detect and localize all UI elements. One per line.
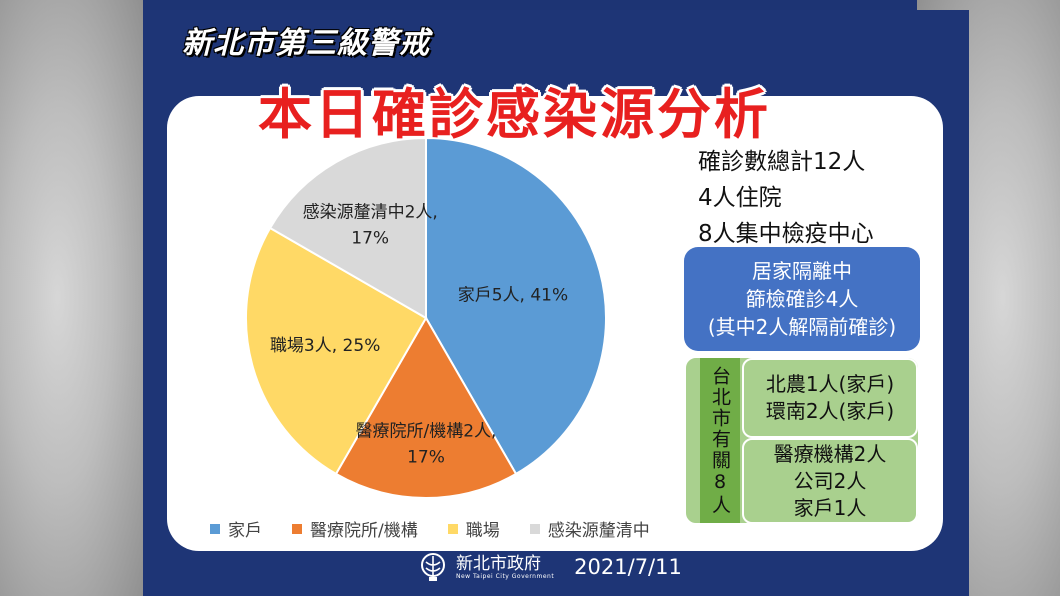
pie-slice-medical-label-line2: 17% [407, 447, 445, 467]
legend-swatch-workplace [447, 523, 458, 534]
legend-item-workplace: 職場 [447, 516, 500, 541]
report-date: 2021/7/11 [574, 555, 682, 579]
pie-slice-workplace [245, 226, 428, 476]
legend-swatch-unknown [529, 523, 540, 534]
total-cases-text: 確診數總計12人 [698, 149, 866, 175]
pie-slice-unknown-label-line2: 17% [351, 228, 389, 248]
case-statistics: 確診數總計12人 4人住院 8人集中檢疫中心 [698, 144, 874, 252]
hospitalized-text: 4人住院 [698, 185, 782, 211]
new-taipei-logo-icon [421, 553, 445, 581]
pie-slice-medical-label-line1: 醫療院所/機構2人, [356, 421, 497, 441]
pie-slice-unknown [268, 136, 427, 320]
taipei-group-market: 北農1人(家戶) 環南2人(家戶) [742, 358, 918, 438]
gov-name-en: New Taipei City Government [456, 572, 555, 580]
quarantine-center-text: 8人集中檢疫中心 [698, 221, 874, 247]
alert-level-title: 新北市第三級警戒 [182, 26, 430, 61]
gov-name: 新北市政府 [456, 553, 541, 574]
home-quarantine-line3: (其中2人解隔前確診) [707, 315, 897, 339]
taipei-side-label: 台北市有關8人 [700, 358, 740, 523]
footer: 新北市政府 New Taipei City Government 2021/7/… [420, 552, 682, 582]
left-blurred-background [0, 0, 143, 596]
pie-slice-workplace-label: 職場3人, 25% [270, 336, 380, 356]
pie-slice-unknown-label-line1: 感染源釐清中2人, [303, 202, 438, 222]
main-title: 本日確診感染源分析 [258, 83, 771, 146]
gov-name-block: 新北市政府 New Taipei City Government [456, 555, 554, 580]
home-quarantine-line2: 篩檢確診4人 [745, 287, 859, 311]
taipei-group2-line3: 家戶1人 [793, 495, 867, 520]
legend-item-medical: 醫療院所/機構 [292, 516, 418, 541]
chart-legend: 家戶 醫療院所/機構 職場 感染源釐清中 [210, 516, 650, 541]
taipei-side-text: 台北市有關8人 [709, 365, 731, 516]
pie-slice-home-label: 家戶5人, 41% [458, 286, 568, 306]
legend-swatch-home [210, 523, 220, 534]
taipei-group1-line2: 環南2人(家戶) [765, 399, 895, 423]
taipei-group1-line1: 北農1人(家戶) [765, 372, 895, 396]
home-quarantine-line1: 居家隔離中 [752, 259, 852, 283]
taipei-group2-line1: 醫療機構2人 [773, 441, 887, 466]
pie-slice-home [425, 136, 607, 476]
legend-item-unknown: 感染源釐清中 [529, 516, 650, 541]
legend-label-medical: 醫療院所/機構 [310, 521, 418, 541]
legend-label-home: 家戶 [228, 521, 262, 541]
taipei-group-other: 醫療機構2人 公司2人 家戶1人 [742, 438, 918, 524]
home-quarantine-box: 居家隔離中 篩檢確診4人 (其中2人解隔前確診) [684, 247, 920, 351]
legend-swatch-medical [292, 523, 302, 534]
legend-item-home: 家戶 [210, 516, 262, 541]
legend-label-workplace: 職場 [465, 521, 500, 541]
pie-slice-medical [334, 315, 518, 499]
legend-label-unknown: 感染源釐清中 [547, 521, 650, 541]
taipei-group2-line2: 公司2人 [793, 468, 867, 493]
